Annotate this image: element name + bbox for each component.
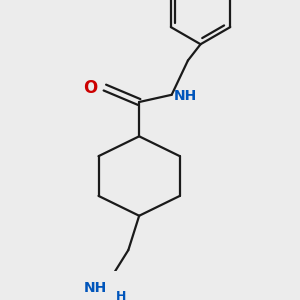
Text: NH: NH (173, 89, 197, 103)
Text: O: O (83, 79, 98, 97)
Text: H: H (116, 290, 126, 300)
Text: NH: NH (83, 281, 107, 295)
